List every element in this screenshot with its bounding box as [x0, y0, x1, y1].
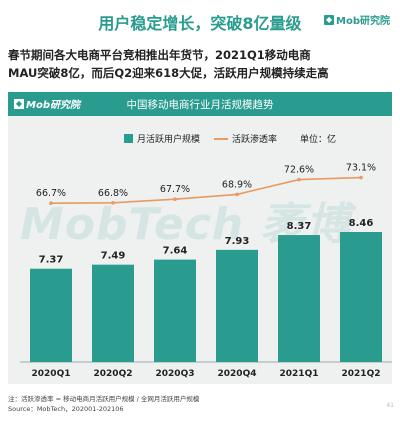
legend-label-bar: 月活跃用户规模	[137, 135, 201, 145]
x-tick-2021Q2: 2021Q2	[342, 369, 381, 379]
bar-2021Q2	[340, 232, 382, 362]
bar-2020Q4	[216, 249, 258, 362]
line-point-2020Q2	[111, 201, 115, 205]
x-tick-2020Q3: 2020Q3	[156, 369, 195, 379]
legend-swatch-bar	[124, 134, 133, 143]
footnote: 注：活跃渗透率 = 移动电商月活跃用户规模 / 全网月活跃用户规模	[8, 395, 200, 403]
legend-item-bar: 月活跃用户规模	[124, 132, 200, 145]
mob-logo-icon: ◆	[14, 98, 24, 109]
penetration-line	[50, 176, 362, 204]
x-tick-2020Q1: 2020Q1	[32, 369, 71, 379]
top-bar: 用户稳定增长，突破8亿量级 ◆ Mob研究院	[0, 0, 400, 44]
page-title: 用户稳定增长，突破8亿量级	[98, 14, 302, 33]
line-label-2020Q4: 68.9%	[222, 179, 252, 190]
unit-label: 单位：亿	[300, 135, 337, 145]
line-label-2020Q2: 66.8%	[98, 188, 128, 199]
x-tick-2021Q1: 2021Q1	[280, 369, 319, 379]
bar-2021Q1	[278, 235, 320, 362]
panel-brand-name: Mob研究院	[26, 100, 80, 111]
chart-panel: ◆ Mob研究院 中国移动电商行业月活规模趋势	[8, 92, 392, 384]
page-number: 41	[386, 402, 394, 409]
chart-header: ◆ Mob研究院 中国移动电商行业月活规模趋势	[8, 92, 392, 116]
line-label-2021Q2: 73.1%	[346, 163, 376, 174]
brand-name: Mob研究院	[336, 16, 390, 27]
x-tick-2020Q2: 2020Q2	[94, 369, 133, 379]
panel-brand: ◆ Mob研究院	[14, 96, 80, 111]
legend-swatch-line	[214, 137, 228, 140]
bar-label-2020Q3: 7.64	[163, 246, 188, 257]
bar-2020Q2	[92, 264, 134, 362]
headline-line-1: 春节期间各大电商平台竞相推出年货节，2021Q1移动电商	[8, 48, 311, 62]
line-point-2020Q3	[173, 197, 177, 201]
line-label-2021Q1: 72.6%	[284, 165, 314, 176]
source-note: Source：MobTech，202001-202106	[8, 405, 124, 413]
mob-logo-icon: ◆	[324, 14, 335, 25]
line-point-2021Q1	[297, 177, 301, 182]
bar-2020Q1	[30, 268, 72, 362]
bar-2020Q3	[154, 259, 196, 362]
line-point-2021Q2	[359, 175, 363, 180]
headline: 春节期间各大电商平台竞相推出年货节，2021Q1移动电商 MAU突破8亿，而后Q…	[8, 46, 392, 82]
line-point-2020Q1	[49, 201, 53, 205]
legend-label-line: 活跃渗透率	[232, 135, 278, 145]
bar-label-2021Q2: 8.46	[349, 218, 374, 229]
x-tick-2020Q4: 2020Q4	[218, 369, 257, 379]
headline-line-2: MAU突破8亿，而后Q2迎来618大促，活跃用户规模持续走高	[8, 66, 329, 80]
chart-title: 中国移动电商行业月活规模趋势	[126, 99, 274, 111]
bar-label-2020Q2: 7.49	[101, 251, 126, 262]
bar-label-2021Q1: 8.37	[287, 221, 312, 232]
bar-label-2020Q1: 7.37	[39, 255, 64, 266]
bar-label-2020Q4: 7.93	[225, 236, 250, 247]
line-point-2020Q4	[235, 192, 239, 197]
line-label-2020Q3: 67.7%	[160, 184, 190, 195]
legend-item-line: 活跃渗透率	[214, 132, 277, 145]
line-label-2020Q1: 66.7%	[36, 188, 66, 199]
chart-legend: 月活跃用户规模 活跃渗透率 单位：亿	[0, 130, 400, 146]
brand-logo: ◆ Mob研究院	[324, 12, 390, 27]
